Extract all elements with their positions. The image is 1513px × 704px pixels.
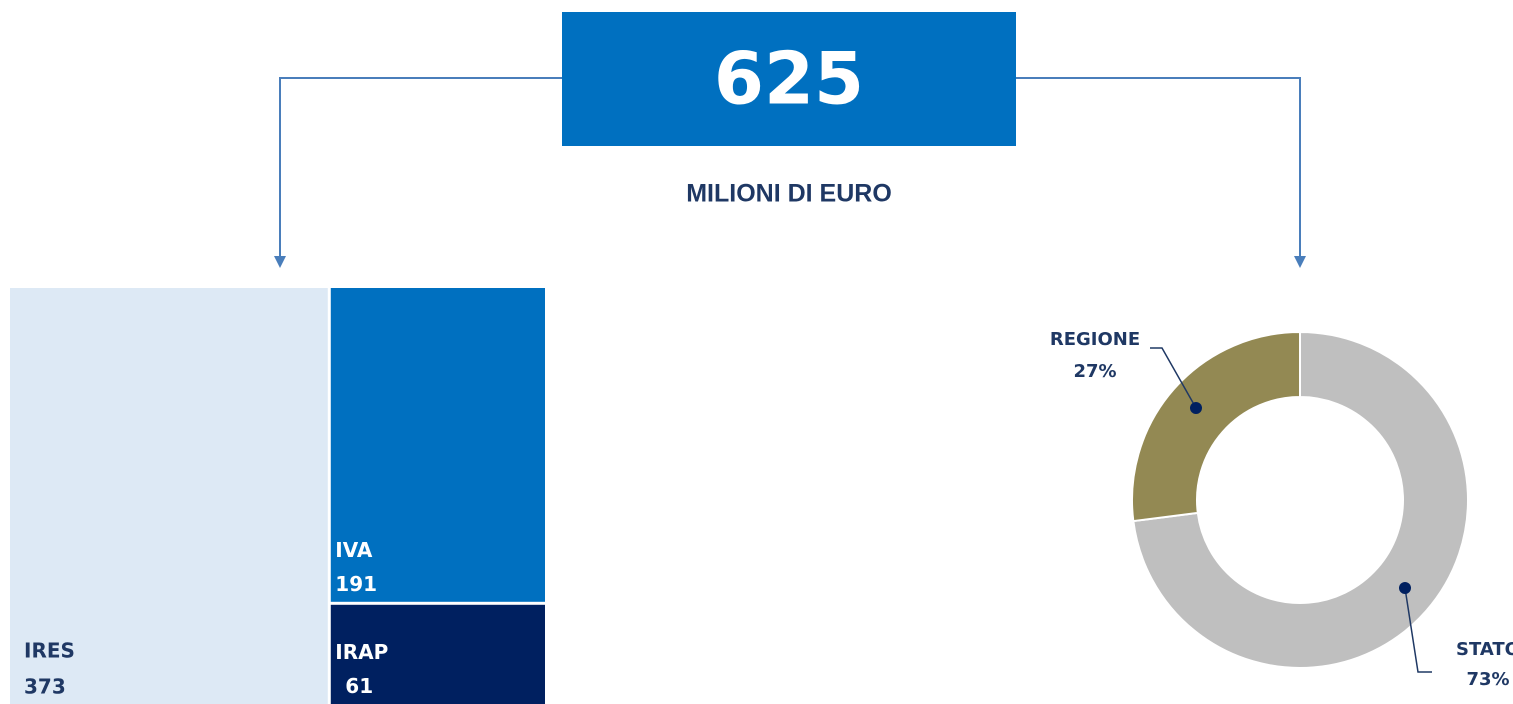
donut-segment — [1130, 330, 1301, 523]
cell-value: 373 — [24, 675, 66, 699]
connectors — [279, 77, 1301, 256]
connector-left — [279, 77, 562, 256]
segment-label: REGIONE — [1050, 329, 1140, 350]
segment-value: 27% — [1073, 361, 1116, 382]
donut-segment — [1132, 330, 1469, 669]
segment-value: 73% — [1466, 669, 1509, 690]
treemap-cell — [10, 288, 328, 704]
cell-label: IVA — [335, 538, 373, 562]
segment-label: STATO — [1456, 639, 1513, 660]
total-value: 625 — [714, 37, 864, 121]
treemap-cell — [330, 288, 545, 602]
total-box — [562, 12, 1016, 146]
cell-label: IRES — [24, 639, 75, 663]
leader-line — [1150, 347, 1197, 409]
arrow-head — [274, 256, 286, 268]
leader-dot — [1399, 582, 1411, 594]
unit-label: MILIONI DI EURO — [686, 180, 892, 208]
cell-label: IRAP — [335, 640, 388, 664]
arrow-head — [1294, 256, 1306, 268]
cell-value: 191 — [335, 572, 377, 596]
leader-dot — [1190, 402, 1202, 414]
treemap-cell — [330, 604, 545, 704]
cell-value: 61 — [345, 674, 373, 698]
leader-line — [1404, 587, 1432, 673]
connector-right — [1016, 77, 1301, 256]
